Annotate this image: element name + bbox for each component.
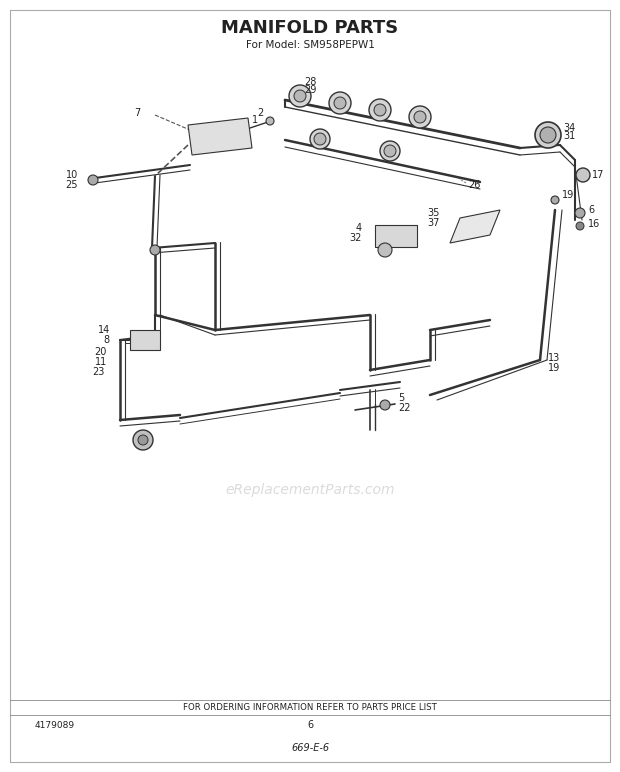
Circle shape: [540, 127, 556, 143]
Circle shape: [384, 145, 396, 157]
Circle shape: [334, 97, 346, 109]
Text: 10: 10: [66, 170, 78, 180]
Text: 35: 35: [428, 208, 440, 218]
Polygon shape: [188, 118, 252, 155]
Bar: [375, 225, 417, 247]
Circle shape: [88, 175, 98, 185]
Text: 8: 8: [104, 335, 110, 345]
Text: 28: 28: [304, 77, 316, 87]
Circle shape: [535, 122, 561, 148]
Circle shape: [266, 117, 274, 125]
Text: 22: 22: [398, 403, 410, 413]
Text: 34: 34: [563, 123, 575, 133]
Text: For Model: SM958PEPW1: For Model: SM958PEPW1: [246, 40, 374, 50]
Text: 29: 29: [304, 85, 316, 95]
Text: 16: 16: [588, 219, 600, 229]
Circle shape: [289, 85, 311, 107]
Circle shape: [329, 92, 351, 114]
Text: 20: 20: [95, 347, 107, 357]
Text: 7: 7: [134, 108, 140, 118]
Text: 5: 5: [398, 393, 404, 403]
Circle shape: [551, 196, 559, 204]
Circle shape: [374, 104, 386, 116]
Circle shape: [378, 243, 392, 257]
Text: 6: 6: [588, 205, 594, 215]
Circle shape: [138, 435, 148, 445]
Text: 32: 32: [350, 233, 362, 243]
Text: 37: 37: [428, 218, 440, 228]
Circle shape: [369, 99, 391, 121]
Text: 2: 2: [257, 108, 264, 118]
Text: 26: 26: [468, 180, 481, 190]
Bar: [130, 330, 160, 350]
Text: MANIFOLD PARTS: MANIFOLD PARTS: [221, 19, 399, 37]
Text: 23: 23: [92, 367, 105, 377]
Circle shape: [380, 400, 390, 410]
Circle shape: [575, 208, 585, 218]
Text: 11: 11: [95, 357, 107, 367]
Text: 1: 1: [252, 115, 258, 125]
Text: 13: 13: [548, 353, 560, 363]
Text: 17: 17: [592, 170, 604, 180]
Text: 19: 19: [562, 190, 574, 200]
Circle shape: [150, 245, 160, 255]
Circle shape: [133, 430, 153, 450]
Text: 14: 14: [98, 325, 110, 335]
Text: 669-E-6: 669-E-6: [291, 743, 329, 753]
Text: FOR ORDERING INFORMATION REFER TO PARTS PRICE LIST: FOR ORDERING INFORMATION REFER TO PARTS …: [183, 703, 437, 713]
Circle shape: [310, 129, 330, 149]
Text: 4179089: 4179089: [35, 720, 75, 730]
Text: 6: 6: [307, 720, 313, 730]
Text: 31: 31: [563, 131, 575, 141]
Polygon shape: [450, 210, 500, 243]
Text: 25: 25: [66, 180, 78, 190]
Circle shape: [576, 222, 584, 230]
Circle shape: [576, 168, 590, 182]
Circle shape: [380, 141, 400, 161]
Text: 19: 19: [548, 363, 560, 373]
Circle shape: [294, 90, 306, 102]
Circle shape: [409, 106, 431, 128]
Circle shape: [314, 133, 326, 145]
Text: eReplacementParts.com: eReplacementParts.com: [225, 483, 395, 497]
Circle shape: [414, 111, 426, 123]
Text: 4: 4: [356, 223, 362, 233]
